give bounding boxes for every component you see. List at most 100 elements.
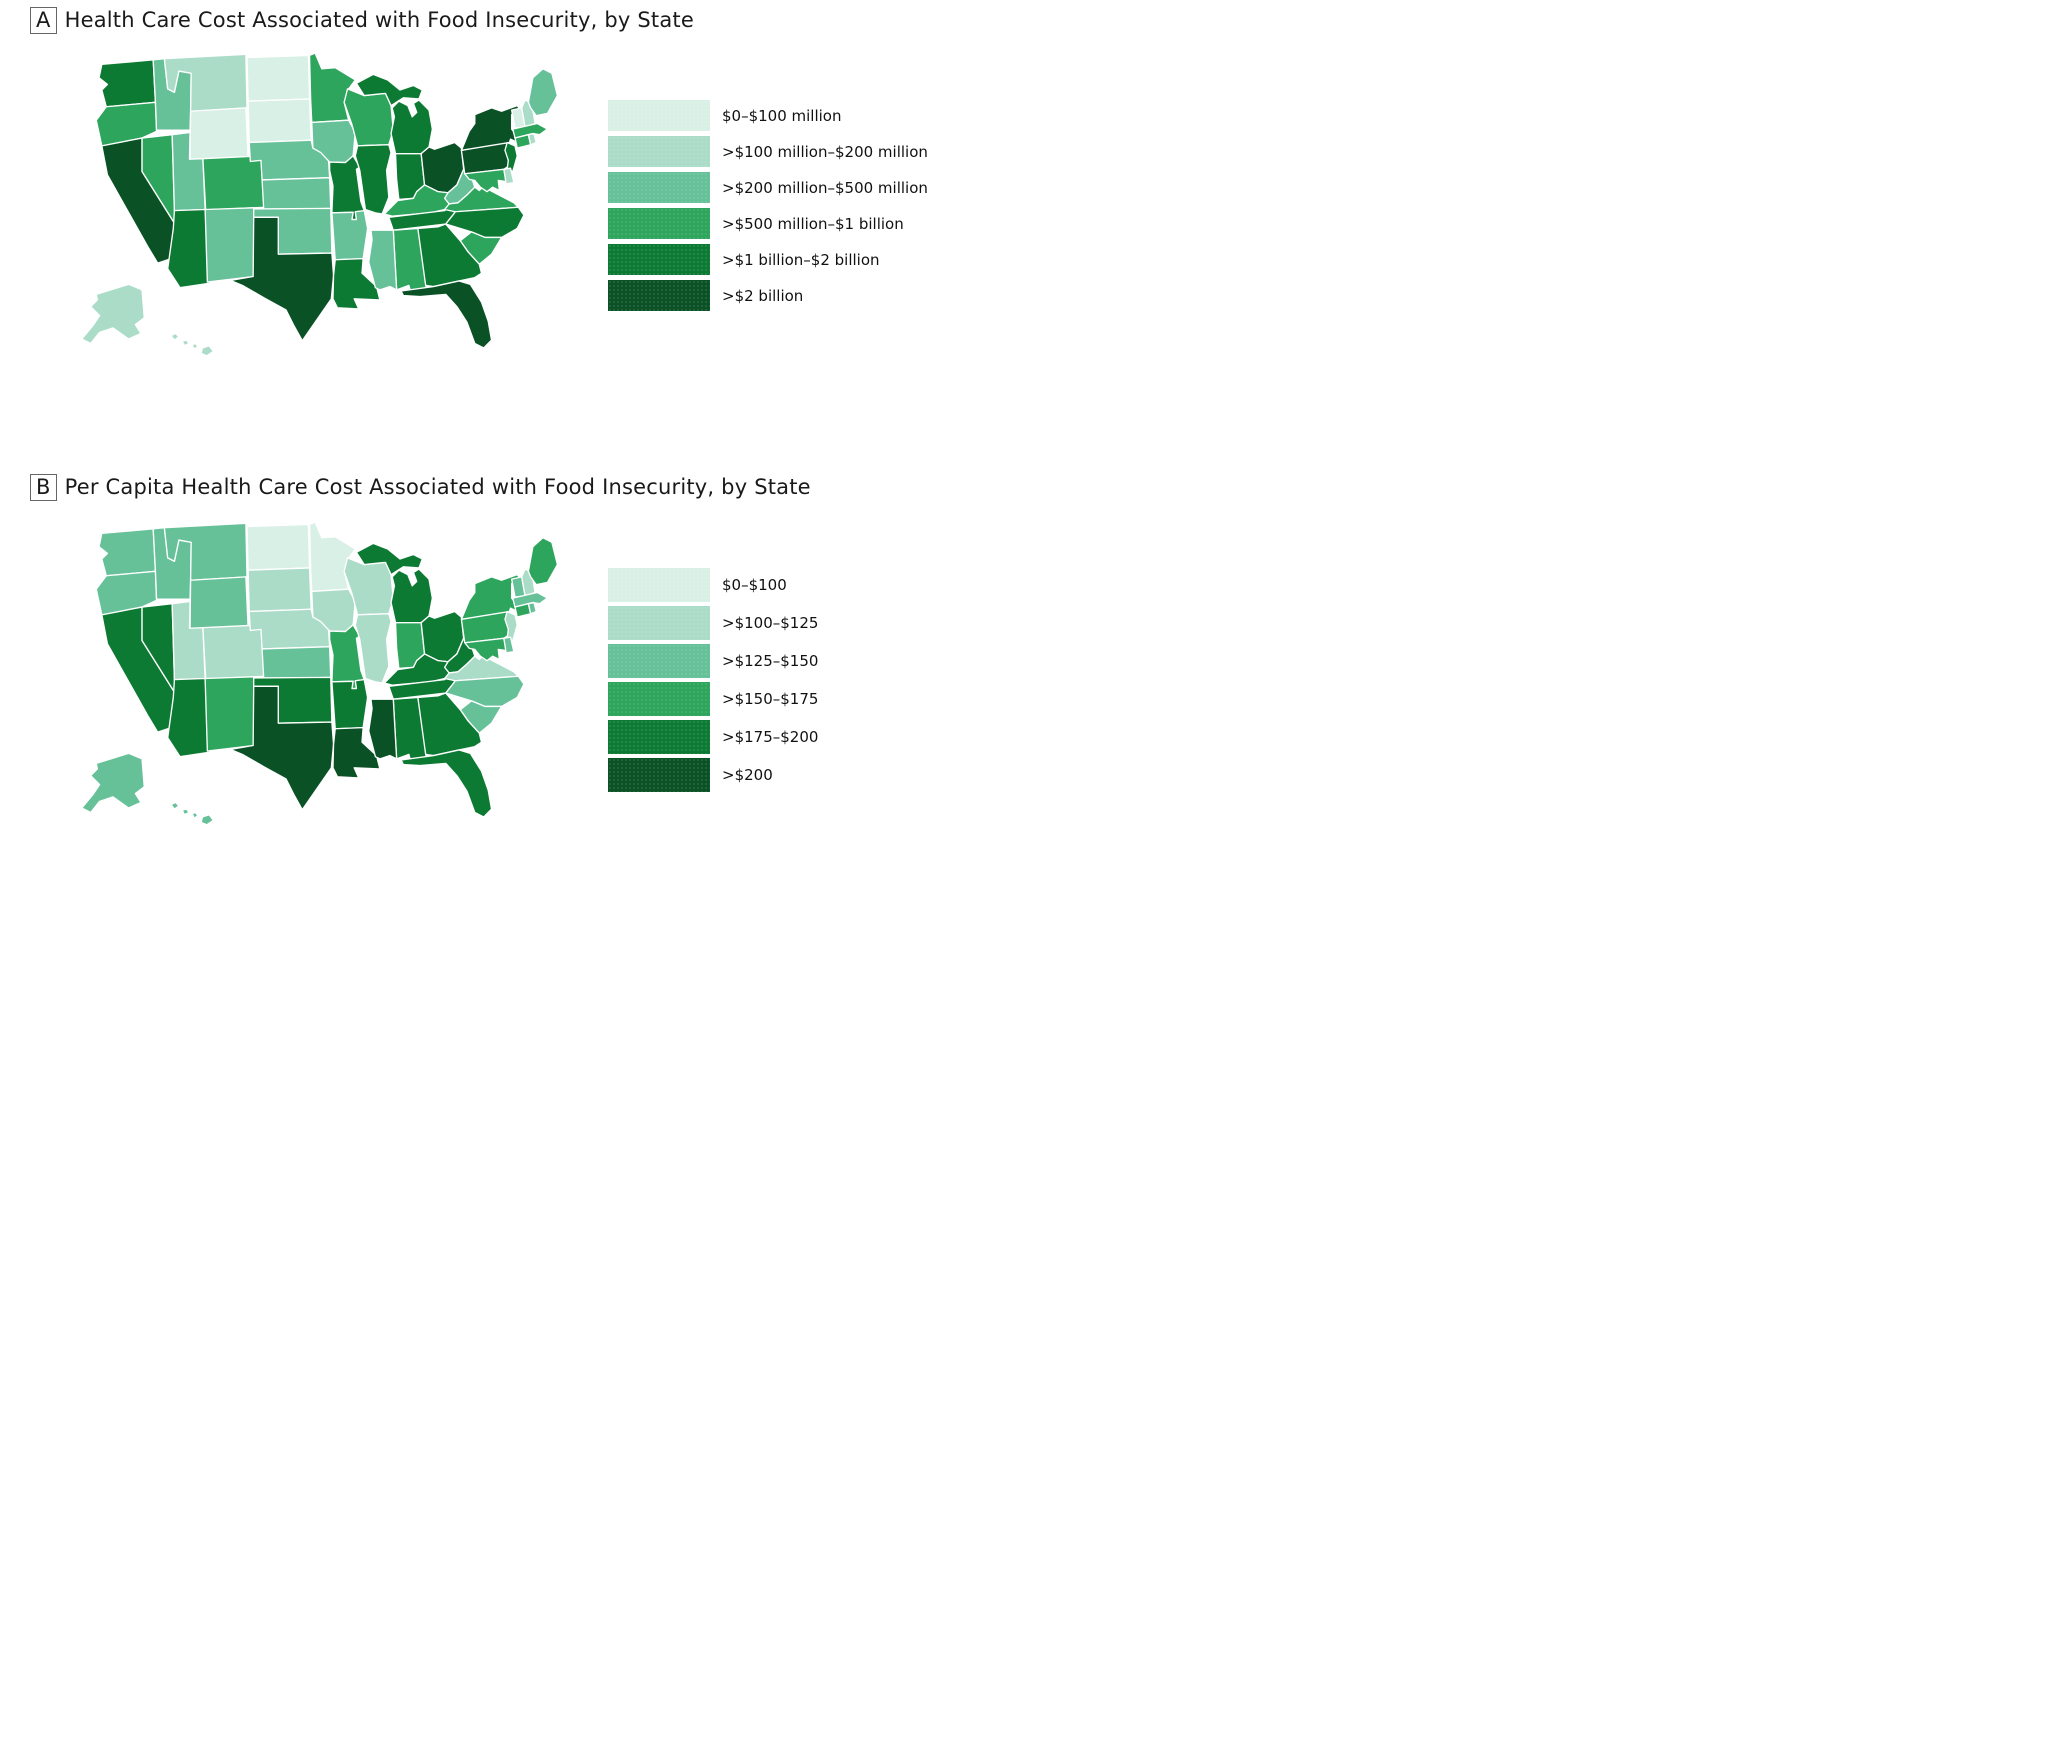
legend-row: >$500 million–$1 billion <box>608 208 928 239</box>
legend-label: >$100–$125 <box>722 614 819 632</box>
state-FL <box>400 280 493 349</box>
state-IL <box>354 144 392 215</box>
state-MI <box>355 73 423 107</box>
state-RI <box>527 132 537 146</box>
state-WA <box>98 59 157 108</box>
legend-row: >$100 million–$200 million <box>608 136 928 167</box>
legend-swatch <box>608 758 710 792</box>
state-IL <box>354 613 392 684</box>
legend-label: >$1 billion–$2 billion <box>722 250 880 269</box>
state-CO <box>202 624 265 680</box>
legend-panel-a: $0–$100 million >$100 million–$200 millio… <box>608 100 928 316</box>
legend-row: $0–$100 million <box>608 100 928 131</box>
state-KS <box>261 177 332 211</box>
state-DE <box>503 636 515 654</box>
us-choropleth-map-panel-a <box>81 52 559 357</box>
legend-row: >$100–$125 <box>608 606 818 640</box>
legend-label: >$2 billion <box>722 286 804 305</box>
legend-panel-b: $0–$100 >$100–$125 >$125–$150 >$150–$175 >$1… <box>608 568 818 796</box>
legend-swatch <box>608 568 710 602</box>
legend-swatch <box>608 644 710 678</box>
state-ME <box>527 537 559 586</box>
legend-swatch <box>608 682 710 716</box>
legend-row: >$150–$175 <box>608 682 818 716</box>
legend-label: >$200 <box>722 766 773 784</box>
state-AR <box>331 209 369 261</box>
state-AK <box>81 283 145 345</box>
legend-label: $0–$100 <box>722 576 787 594</box>
state-NJ <box>504 141 518 173</box>
state-MI <box>390 99 434 155</box>
legend-swatch <box>608 136 710 167</box>
state-AZ <box>167 677 211 758</box>
state-MT <box>163 53 248 112</box>
state-ME <box>527 68 559 117</box>
state-LA <box>332 257 381 310</box>
panel-b-title: Per Capita Health Care Cost Associated w… <box>64 475 811 499</box>
state-TX <box>229 685 335 811</box>
state-MS <box>368 229 398 291</box>
state-DE <box>503 167 515 185</box>
legend-row: >$200 million–$500 million <box>608 172 928 203</box>
state-WY <box>189 107 249 161</box>
legend-row: >$1 billion–$2 billion <box>608 244 928 275</box>
legend-label: >$100 million–$200 million <box>722 142 928 161</box>
state-SD <box>247 98 312 144</box>
state-NC <box>445 675 525 708</box>
legend-label: >$125–$150 <box>722 652 819 670</box>
legend-row: >$125–$150 <box>608 644 818 678</box>
state-ND <box>246 523 311 571</box>
panel-a-title-row: A Health Care Cost Associated with Food I… <box>30 7 694 34</box>
panel-a-badge: A <box>30 7 57 34</box>
state-NM <box>204 676 255 752</box>
state-NJ <box>504 610 518 642</box>
state-ND <box>246 54 311 102</box>
legend-label: $0–$100 million <box>722 106 842 125</box>
state-HI <box>191 811 199 819</box>
us-choropleth-map-panel-b <box>81 521 559 826</box>
legend-row: $0–$100 <box>608 568 818 602</box>
state-KS <box>261 646 332 680</box>
state-HI <box>191 342 199 350</box>
state-FL <box>400 749 493 818</box>
panel-b-title-row: B Per Capita Health Care Cost Associated … <box>30 474 811 501</box>
state-AK <box>81 752 145 814</box>
legend-swatch <box>608 720 710 754</box>
legend-row: >$2 billion <box>608 280 928 311</box>
legend-label: >$500 million–$1 billion <box>722 214 904 233</box>
state-MT <box>163 522 248 581</box>
state-MS <box>368 698 398 760</box>
legend-row: >$200 <box>608 758 818 792</box>
state-HI <box>181 808 190 816</box>
state-LA <box>332 726 381 779</box>
legend-label: >$150–$175 <box>722 690 819 708</box>
state-HI <box>200 345 215 357</box>
state-WA <box>98 528 157 577</box>
state-MI <box>355 542 423 576</box>
state-RI <box>527 601 537 615</box>
state-NC <box>445 206 525 239</box>
legend-swatch <box>608 100 710 131</box>
panel-a-title: Health Care Cost Associated with Food In… <box>64 8 694 32</box>
legend-swatch <box>608 208 710 239</box>
state-AR <box>331 678 369 730</box>
state-HI <box>181 339 190 347</box>
legend-swatch <box>608 280 710 311</box>
state-AZ <box>167 208 211 289</box>
legend-label: >$200 million–$500 million <box>722 178 928 197</box>
legend-swatch <box>608 244 710 275</box>
state-CO <box>202 155 265 211</box>
state-TX <box>229 216 335 342</box>
state-NM <box>204 207 255 283</box>
state-MI <box>390 568 434 624</box>
legend-label: >$175–$200 <box>722 728 819 746</box>
state-SD <box>247 567 312 613</box>
panel-b-badge: B <box>30 474 57 501</box>
state-HI <box>170 332 180 341</box>
legend-swatch <box>608 606 710 640</box>
state-HI <box>200 814 215 826</box>
legend-row: >$175–$200 <box>608 720 818 754</box>
legend-swatch <box>608 172 710 203</box>
state-WY <box>189 576 249 630</box>
state-HI <box>170 801 180 810</box>
